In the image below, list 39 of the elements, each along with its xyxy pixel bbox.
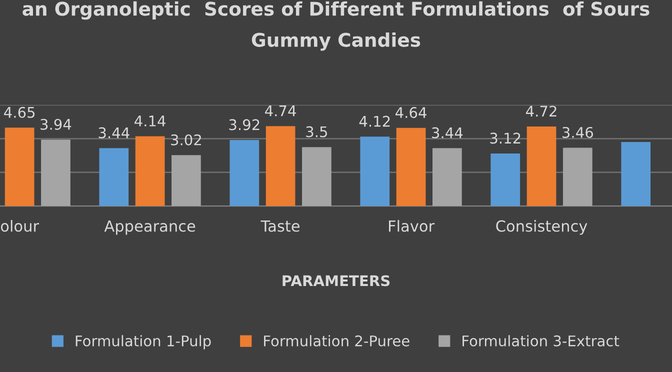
x-tick-label: Appearance xyxy=(104,220,196,235)
data-label: 4.72 xyxy=(526,106,556,117)
bar xyxy=(135,136,165,206)
data-label: 4.65 xyxy=(4,106,35,118)
data-label: 3.44 xyxy=(98,127,130,138)
data-label: 3.44 xyxy=(432,127,463,138)
bar xyxy=(396,128,426,206)
x-axis-title: PARAMETERS xyxy=(282,275,390,286)
bar xyxy=(360,136,390,206)
data-label: 4.64 xyxy=(396,107,426,118)
x-tick-label: Flavor xyxy=(388,220,435,232)
data-label: 3.94 xyxy=(40,118,72,130)
bar xyxy=(526,126,556,206)
legend-label: Formulation 3-Extract xyxy=(462,335,620,346)
bar xyxy=(266,126,296,206)
data-label: 3.46 xyxy=(562,126,593,138)
data-label: 4.12 xyxy=(359,116,390,127)
x-tick-label: olour xyxy=(0,220,40,232)
data-label: 4.14 xyxy=(134,116,166,126)
bar xyxy=(99,148,129,206)
bar xyxy=(41,140,70,206)
data-label: 4.74 xyxy=(265,106,296,116)
legend-label: Formulation 1-Pulp xyxy=(76,335,211,350)
data-label: 3.92 xyxy=(229,119,260,130)
data-label: 3.12 xyxy=(490,132,520,144)
bar xyxy=(172,155,201,206)
data-label: 3.5 xyxy=(306,126,328,138)
bar xyxy=(230,140,260,206)
x-tick-label: Consistency xyxy=(496,220,588,235)
bar xyxy=(562,148,592,206)
bar xyxy=(302,147,332,206)
bar xyxy=(4,128,34,206)
bar xyxy=(621,142,651,206)
x-tick-label: Taste xyxy=(260,220,300,232)
bar xyxy=(490,153,520,206)
chart-title: an Organoleptic Scores of Different Formulations of Sours Gummy Candies xyxy=(22,1,650,51)
bar xyxy=(432,148,462,206)
legend-label: Formulation 2-Puree xyxy=(264,335,410,346)
data-label: 3.02 xyxy=(171,134,201,146)
